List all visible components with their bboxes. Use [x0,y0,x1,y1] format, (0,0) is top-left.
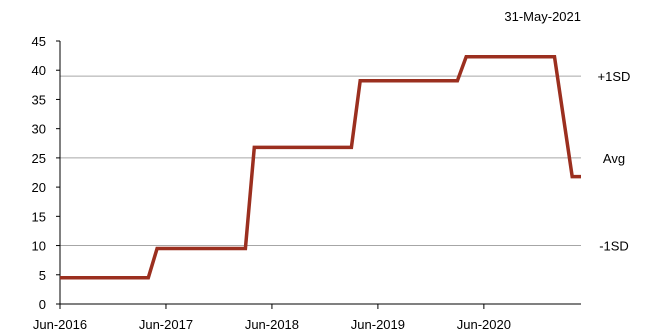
y-tick-label: 15 [32,209,46,224]
y-tick-label: 25 [32,151,46,166]
x-tick-label: Jun-2019 [351,317,405,332]
y-tick-label: 0 [39,297,46,312]
y-tick-label: 20 [32,180,46,195]
x-tick-label: Jun-2016 [33,317,87,332]
reference-label: Avg [603,151,625,166]
y-tick-label: 35 [32,92,46,107]
y-tick-label: 45 [32,34,46,49]
reference-label: -1SD [599,239,629,254]
reference-label: +1SD [598,69,631,84]
y-tick-label: 5 [39,268,46,283]
y-tick-label: 30 [32,122,46,137]
x-tick-label: Jun-2017 [139,317,193,332]
x-tick-label: Jun-2018 [245,317,299,332]
y-tick-label: 40 [32,63,46,78]
axes: 0 5 10 15 20 25 30 35 40 45 Jun-2016 Jun-2017 Jun-20… [32,34,581,332]
series-group [60,55,581,280]
series-line [60,55,581,280]
reference-lines: +1SD Avg -1SD [60,69,631,254]
y-tick-label: 10 [32,239,46,254]
x-tick-label: Jun-2020 [457,317,511,332]
date-label: 31-May-2021 [504,9,581,24]
